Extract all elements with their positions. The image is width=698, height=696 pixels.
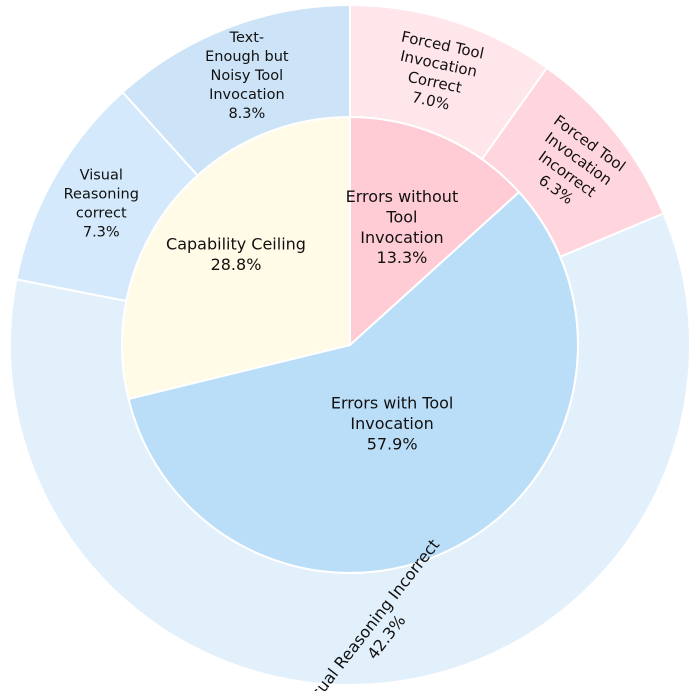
slice-value-label: 13.3% (377, 248, 428, 267)
slice-value-label: 8.3% (228, 106, 265, 122)
inner-ring (121, 115, 579, 574)
slice-name-label: Capability Ceiling (166, 235, 306, 254)
outer-label-visual-reasoning-correct: Visual Reasoning correct 7.3% (64, 167, 139, 240)
outer-label-text-enough-but-noisy-tool-invocation: Text- Enough but Noisy Tool Invocation 8.3% (205, 30, 289, 122)
slice-name-label: Noisy Tool (211, 68, 284, 84)
slice-name-label: Errors with Tool (331, 394, 454, 413)
slice-name-label: Invocation (350, 414, 433, 433)
slice-name-label: Enough but (205, 49, 289, 65)
slice-value-label: 28.8% (211, 255, 262, 274)
slice-name-label: Visual (80, 167, 123, 183)
slice-name-label: Reasoning (64, 186, 139, 202)
slice-name-label: Invocation (209, 87, 285, 103)
slice-name-label: Text- (229, 30, 265, 46)
slice-name-label: Errors without (346, 187, 459, 206)
slice-name-label: Tool (385, 207, 417, 226)
outer-ring (9, 3, 691, 686)
slice-name-label: correct (76, 205, 127, 221)
slice-name-label: Invocation (360, 228, 443, 247)
slice-value-label: 57.9% (367, 435, 418, 454)
outer-slice-text-enough-but-noisy-tool-invocation (121, 3, 351, 177)
outer-slice-visual-reasoning-incorrect (9, 212, 691, 686)
slice-value-label: 7.3% (83, 224, 120, 240)
